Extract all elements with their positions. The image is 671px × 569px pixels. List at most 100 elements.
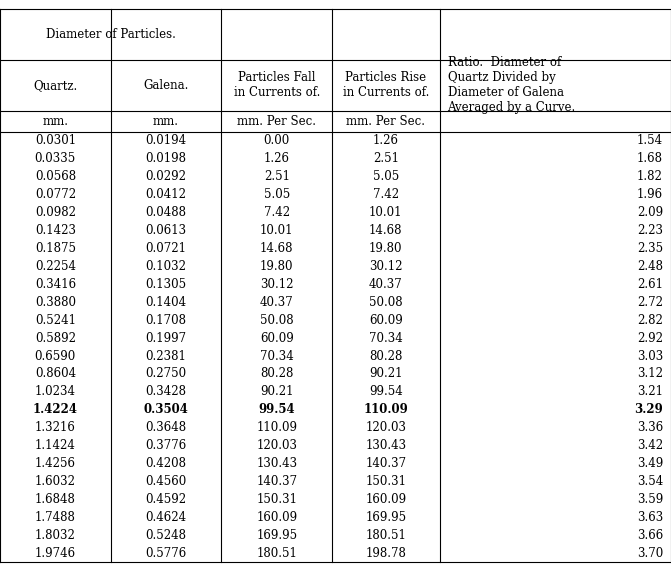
Text: 30.12: 30.12: [369, 260, 403, 273]
Text: 1.96: 1.96: [637, 188, 663, 201]
Text: 0.3428: 0.3428: [146, 385, 187, 398]
Text: 1.4256: 1.4256: [35, 457, 76, 470]
Text: 0.0568: 0.0568: [35, 170, 76, 183]
Text: 1.6032: 1.6032: [35, 475, 76, 488]
Text: 3.63: 3.63: [637, 511, 663, 524]
Text: 80.28: 80.28: [260, 368, 293, 381]
Text: 0.4624: 0.4624: [146, 511, 187, 524]
Text: 140.37: 140.37: [365, 457, 407, 470]
Text: 3.66: 3.66: [637, 529, 663, 542]
Text: 3.42: 3.42: [637, 439, 663, 452]
Text: 0.3776: 0.3776: [146, 439, 187, 452]
Text: 0.2381: 0.2381: [146, 349, 187, 362]
Text: 7.42: 7.42: [264, 206, 290, 219]
Text: 169.95: 169.95: [365, 511, 407, 524]
Text: 0.3648: 0.3648: [146, 421, 187, 434]
Text: 130.43: 130.43: [256, 457, 297, 470]
Text: 0.1708: 0.1708: [146, 314, 187, 327]
Text: 1.1424: 1.1424: [35, 439, 76, 452]
Text: 3.12: 3.12: [637, 368, 663, 381]
Text: Particles Rise
in Currents of.: Particles Rise in Currents of.: [343, 71, 429, 100]
Text: 3.70: 3.70: [637, 547, 663, 560]
Text: 3.29: 3.29: [634, 403, 663, 417]
Text: 0.4560: 0.4560: [146, 475, 187, 488]
Text: 90.21: 90.21: [260, 385, 293, 398]
Text: 70.34: 70.34: [369, 332, 403, 345]
Text: 3.21: 3.21: [637, 385, 663, 398]
Text: 5.05: 5.05: [264, 188, 290, 201]
Text: 50.08: 50.08: [369, 296, 403, 309]
Text: 0.0721: 0.0721: [146, 242, 187, 255]
Text: 2.92: 2.92: [637, 332, 663, 345]
Text: 110.09: 110.09: [364, 403, 408, 417]
Text: 0.0292: 0.0292: [146, 170, 187, 183]
Text: 1.7488: 1.7488: [35, 511, 76, 524]
Text: 19.80: 19.80: [260, 260, 293, 273]
Text: 0.1997: 0.1997: [146, 332, 187, 345]
Text: 50.08: 50.08: [260, 314, 294, 327]
Text: 0.0198: 0.0198: [146, 152, 187, 166]
Text: 160.09: 160.09: [256, 511, 297, 524]
Text: 14.68: 14.68: [369, 224, 403, 237]
Text: 0.0412: 0.0412: [146, 188, 187, 201]
Text: 2.23: 2.23: [637, 224, 663, 237]
Text: 0.2254: 0.2254: [35, 260, 76, 273]
Text: 169.95: 169.95: [256, 529, 297, 542]
Text: 30.12: 30.12: [260, 278, 293, 291]
Text: 0.1423: 0.1423: [35, 224, 76, 237]
Text: 3.49: 3.49: [637, 457, 663, 470]
Text: Particles Fall
in Currents of.: Particles Fall in Currents of.: [234, 71, 320, 100]
Text: mm.: mm.: [42, 115, 68, 128]
Text: 2.09: 2.09: [637, 206, 663, 219]
Text: 120.03: 120.03: [256, 439, 297, 452]
Text: mm. Per Sec.: mm. Per Sec.: [238, 115, 316, 128]
Text: 0.6590: 0.6590: [35, 349, 76, 362]
Text: 80.28: 80.28: [369, 349, 403, 362]
Text: 99.54: 99.54: [369, 385, 403, 398]
Text: 3.36: 3.36: [637, 421, 663, 434]
Text: 1.26: 1.26: [264, 152, 290, 166]
Text: 150.31: 150.31: [365, 475, 407, 488]
Text: 0.0301: 0.0301: [35, 134, 76, 147]
Text: 1.68: 1.68: [637, 152, 663, 166]
Text: 90.21: 90.21: [369, 368, 403, 381]
Text: 2.51: 2.51: [373, 152, 399, 166]
Text: 2.82: 2.82: [637, 314, 663, 327]
Text: 0.0772: 0.0772: [35, 188, 76, 201]
Text: 2.61: 2.61: [637, 278, 663, 291]
Text: 0.4592: 0.4592: [146, 493, 187, 506]
Text: Diameter of Particles.: Diameter of Particles.: [46, 28, 176, 40]
Text: 0.1032: 0.1032: [146, 260, 187, 273]
Text: 0.00: 0.00: [264, 134, 290, 147]
Text: 0.5241: 0.5241: [35, 314, 76, 327]
Text: 150.31: 150.31: [256, 493, 297, 506]
Text: 1.3216: 1.3216: [35, 421, 76, 434]
Text: 160.09: 160.09: [365, 493, 407, 506]
Text: 110.09: 110.09: [256, 421, 297, 434]
Text: 70.34: 70.34: [260, 349, 294, 362]
Text: 0.0194: 0.0194: [146, 134, 187, 147]
Text: 180.51: 180.51: [256, 547, 297, 560]
Text: 140.37: 140.37: [256, 475, 297, 488]
Text: 3.59: 3.59: [637, 493, 663, 506]
Text: 0.0613: 0.0613: [146, 224, 187, 237]
Text: 0.0488: 0.0488: [146, 206, 187, 219]
Text: 198.78: 198.78: [366, 547, 406, 560]
Text: 0.5248: 0.5248: [146, 529, 187, 542]
Text: 0.8604: 0.8604: [35, 368, 76, 381]
Text: 1.4224: 1.4224: [33, 403, 78, 417]
Text: 0.1305: 0.1305: [146, 278, 187, 291]
Text: 40.37: 40.37: [369, 278, 403, 291]
Text: 0.1875: 0.1875: [35, 242, 76, 255]
Text: 1.0234: 1.0234: [35, 385, 76, 398]
Text: 0.5776: 0.5776: [146, 547, 187, 560]
Text: 19.80: 19.80: [369, 242, 403, 255]
Text: 0.3880: 0.3880: [35, 296, 76, 309]
Text: 0.0982: 0.0982: [35, 206, 76, 219]
Text: mm. Per Sec.: mm. Per Sec.: [346, 115, 425, 128]
Text: 1.54: 1.54: [637, 134, 663, 147]
Text: 3.54: 3.54: [637, 475, 663, 488]
Text: 5.05: 5.05: [372, 170, 399, 183]
Text: 2.72: 2.72: [637, 296, 663, 309]
Text: 2.35: 2.35: [637, 242, 663, 255]
